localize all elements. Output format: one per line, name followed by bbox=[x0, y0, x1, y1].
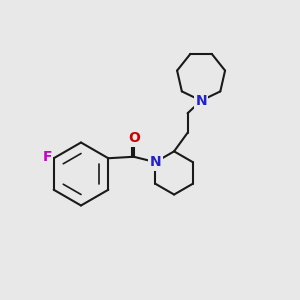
Text: F: F bbox=[42, 150, 52, 164]
Text: N: N bbox=[195, 94, 207, 108]
Text: N: N bbox=[150, 155, 161, 169]
Text: O: O bbox=[128, 131, 140, 145]
